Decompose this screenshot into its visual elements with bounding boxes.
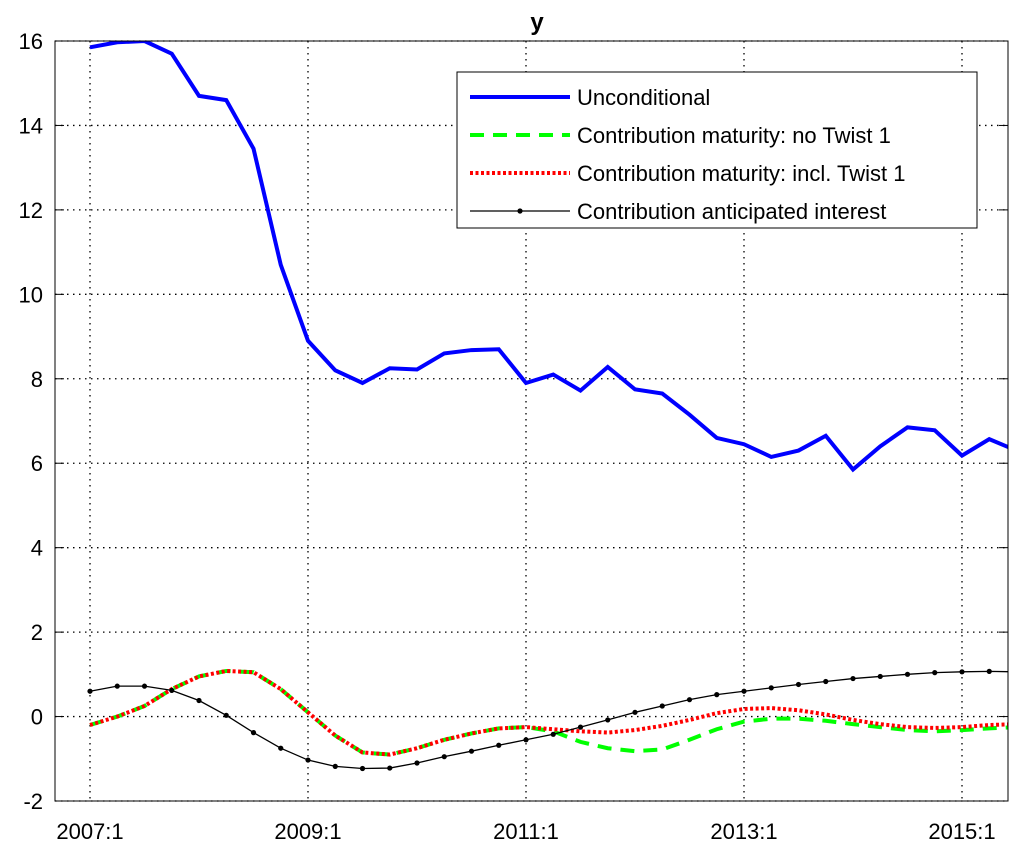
marker bbox=[659, 703, 665, 709]
marker bbox=[877, 673, 883, 680]
x-tick-label: 2007:1 bbox=[56, 819, 123, 844]
marker bbox=[959, 669, 965, 675]
chart-title: y bbox=[530, 9, 544, 36]
marker bbox=[741, 688, 747, 694]
y-tick-label: 14 bbox=[19, 113, 43, 138]
series-line bbox=[89, 41, 1008, 473]
marker bbox=[768, 685, 774, 691]
x-tick-label: 2011:1 bbox=[493, 819, 559, 844]
marker bbox=[359, 765, 366, 772]
marker bbox=[986, 668, 992, 674]
marker bbox=[550, 731, 556, 737]
marker bbox=[904, 671, 911, 677]
marker bbox=[441, 754, 447, 760]
y-tick-label: 0 bbox=[31, 705, 43, 730]
y-tick-label: 8 bbox=[31, 367, 43, 392]
y-tick-label: 10 bbox=[19, 282, 43, 307]
marker bbox=[523, 737, 529, 743]
marker bbox=[223, 712, 229, 718]
plot-area bbox=[87, 41, 1008, 772]
marker bbox=[414, 760, 420, 766]
axes-box bbox=[54, 40, 1009, 802]
marker bbox=[114, 683, 120, 689]
legend-label: Contribution maturity: no Twist 1 bbox=[577, 123, 891, 148]
marker bbox=[850, 675, 856, 682]
legend: Unconditional Contribution maturity: no T… bbox=[456, 71, 978, 229]
y-tick-label: 12 bbox=[19, 198, 43, 223]
marker bbox=[468, 748, 475, 754]
legend-marker bbox=[517, 208, 523, 214]
marker bbox=[387, 765, 393, 771]
marker bbox=[714, 692, 720, 698]
marker bbox=[686, 697, 693, 703]
y-tick-label: 16 bbox=[19, 29, 43, 54]
marker bbox=[305, 757, 311, 763]
y-tick-label: 4 bbox=[31, 536, 43, 561]
marker bbox=[169, 687, 175, 693]
marker bbox=[496, 742, 502, 748]
marker bbox=[141, 683, 148, 689]
y-tick-label: 6 bbox=[31, 451, 43, 476]
legend-label: Contribution anticipated interest bbox=[577, 199, 886, 224]
x-tick-label: 2009:1 bbox=[274, 819, 341, 844]
legend-label: Contribution maturity: incl. Twist 1 bbox=[577, 161, 906, 186]
marker bbox=[196, 697, 202, 704]
marker bbox=[932, 670, 938, 676]
marker bbox=[278, 745, 284, 751]
marker bbox=[823, 678, 829, 685]
marker bbox=[632, 709, 638, 715]
legend-label: Unconditional bbox=[577, 85, 710, 110]
marker bbox=[605, 717, 611, 723]
marker bbox=[577, 724, 584, 730]
marker bbox=[332, 763, 338, 769]
x-tick-label: 2013:1 bbox=[710, 819, 777, 844]
x-tick-label: 2015:1 bbox=[928, 819, 995, 844]
marker bbox=[87, 688, 93, 694]
series-line bbox=[89, 668, 1008, 757]
marker bbox=[795, 681, 802, 688]
y-tick-label: -2 bbox=[23, 789, 43, 814]
y-tick-label: 2 bbox=[31, 620, 43, 645]
marker bbox=[250, 730, 257, 736]
